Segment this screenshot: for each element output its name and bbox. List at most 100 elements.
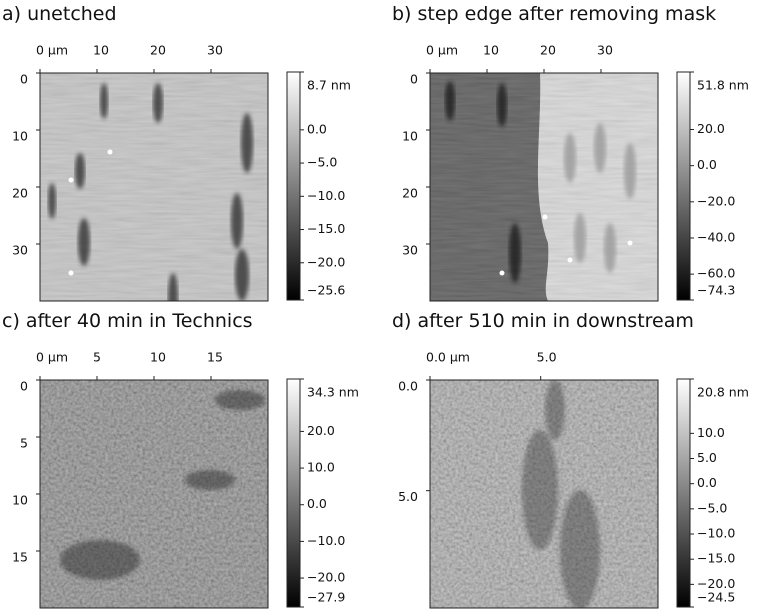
- colorbar-label: −20.0: [307, 570, 345, 585]
- feature: [445, 81, 455, 121]
- feature: [100, 83, 108, 119]
- image-content: [430, 73, 658, 301]
- colorbar-label: −60.0: [697, 266, 735, 281]
- colorbar-label: 20.8 nm: [697, 385, 749, 400]
- particle: [499, 270, 505, 276]
- feature: [78, 218, 90, 266]
- image-frame: [429, 379, 659, 609]
- colorbar-label: −20.0: [307, 254, 345, 269]
- x-tick-label: 20: [540, 43, 556, 58]
- panel-title: c) after 40 min in Technics: [2, 310, 253, 332]
- y-tick-label: 15: [12, 550, 28, 565]
- colorbar-label: −25.6: [307, 283, 345, 298]
- x-tick-label: 20: [150, 43, 166, 58]
- feature: [235, 249, 249, 301]
- colorbar-label: −15.0: [307, 221, 345, 236]
- y-tick-label: 30: [402, 243, 418, 258]
- y-tick-label: 10: [12, 129, 28, 144]
- panel-title: d) after 510 min in downstream: [392, 310, 694, 332]
- feature: [594, 123, 606, 173]
- colorbar-label: −10.0: [307, 188, 345, 203]
- feature: [75, 153, 85, 189]
- x-tick-label: 5: [93, 350, 101, 365]
- particle: [68, 177, 74, 183]
- image-noise: [430, 73, 658, 301]
- colorbar-label: −40.0: [697, 229, 735, 244]
- image-content: [40, 380, 268, 608]
- colorbar-label: 34.3 nm: [307, 385, 359, 400]
- colorbar: [676, 71, 691, 301]
- colorbar-label: −5.0: [697, 500, 727, 515]
- y-tick-label: 5: [20, 436, 28, 451]
- y-tick-label: 20: [402, 186, 418, 201]
- feature: [168, 273, 178, 301]
- feature: [624, 143, 636, 199]
- afm-image: [39, 72, 269, 302]
- colorbar-label: −5.0: [307, 155, 337, 170]
- colorbar-label: 20.0: [307, 423, 335, 438]
- particle: [567, 257, 573, 263]
- feature: [215, 390, 265, 410]
- colorbar-label: 10.0: [697, 425, 725, 440]
- feature: [60, 540, 140, 580]
- y-tick-label: 5.0: [398, 489, 418, 504]
- colorbar-label: −15.0: [697, 551, 735, 566]
- image-content: [40, 73, 268, 301]
- colorbar-label: 0.0: [307, 121, 327, 136]
- y-tick-label: 30: [12, 243, 28, 258]
- y-tick-label: 10: [12, 493, 28, 508]
- x-tick-label: 10: [150, 350, 166, 365]
- feature: [564, 133, 576, 183]
- colorbar-label: −10.0: [307, 533, 345, 548]
- colorbar-label: −74.3: [697, 283, 735, 298]
- feature: [604, 223, 616, 273]
- feature: [497, 83, 507, 127]
- colorbar-label: −20.0: [697, 193, 735, 208]
- feature: [231, 193, 243, 249]
- particle: [107, 149, 113, 155]
- y-tick-label: 0.0: [398, 379, 418, 394]
- colorbar-label: 8.7 nm: [307, 78, 351, 93]
- y-tick-label: 10: [402, 129, 418, 144]
- particle: [542, 214, 548, 220]
- colorbar: [676, 378, 691, 608]
- colorbar-label: −10.0: [697, 526, 735, 541]
- x-tick-label: 0 µm: [36, 350, 68, 365]
- y-tick-label: 20: [12, 186, 28, 201]
- colorbar-label: 20.0: [697, 121, 725, 136]
- y-tick-label: 0: [20, 379, 28, 394]
- colorbar-label: −27.9: [307, 590, 345, 605]
- y-tick-label: 0: [20, 72, 28, 87]
- x-tick-label: 5.0: [537, 350, 557, 365]
- image-content: [430, 380, 658, 608]
- afm-image: [429, 379, 659, 609]
- feature: [185, 470, 235, 490]
- x-tick-label: 0.0 µm: [426, 350, 470, 365]
- y-tick-label: 0: [410, 72, 418, 87]
- x-tick-label: 0 µm: [36, 43, 68, 58]
- feature: [560, 490, 600, 608]
- feature: [509, 223, 521, 283]
- colorbar-label: 0.0: [697, 475, 717, 490]
- colorbar: [286, 71, 301, 301]
- colorbar-label: −24.5: [697, 590, 735, 605]
- panel-title: b) step edge after removing mask: [392, 3, 716, 25]
- x-tick-label: 30: [597, 43, 613, 58]
- colorbar-label: 51.8 nm: [697, 78, 749, 93]
- colorbar-label: 5.0: [697, 450, 717, 465]
- particle: [627, 240, 633, 246]
- x-tick-label: 10: [93, 43, 109, 58]
- feature: [522, 430, 558, 550]
- afm-image: [429, 72, 659, 302]
- feature: [545, 380, 565, 440]
- colorbar-label: 0.0: [307, 496, 327, 511]
- colorbar: [286, 378, 301, 608]
- colorbar-label: 0.0: [697, 157, 717, 172]
- x-tick-label: 30: [207, 43, 223, 58]
- feature: [153, 83, 163, 123]
- feature: [574, 213, 586, 263]
- x-tick-label: 0 µm: [426, 43, 458, 58]
- feature: [241, 113, 253, 173]
